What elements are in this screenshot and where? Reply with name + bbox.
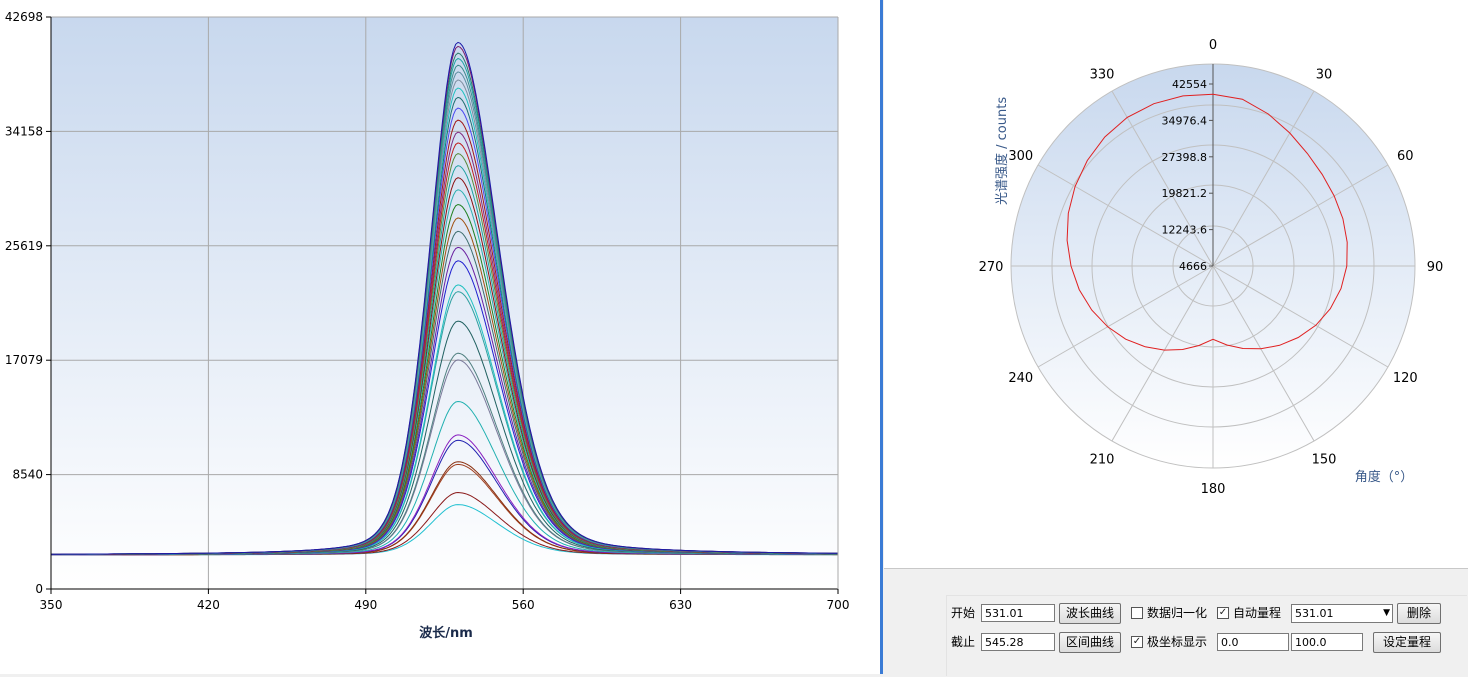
polar-checkbox[interactable]: ✓ xyxy=(1131,636,1143,648)
y-tick-label: 34158 xyxy=(5,124,43,138)
angle-axis-label: 角度（°） xyxy=(1355,469,1414,485)
x-axis-label: 波长/nm xyxy=(419,625,473,641)
start-label: 开始 xyxy=(951,606,976,620)
polar-spoke xyxy=(1212,164,1389,267)
angle-tick-label: 240 xyxy=(1008,371,1033,386)
angle-tick-label: 180 xyxy=(1201,482,1226,497)
polar-spoke xyxy=(1037,164,1214,267)
radial-tick-label: 12243.6 xyxy=(1162,224,1208,237)
x-tick-label: 700 xyxy=(827,598,850,612)
radial-tick-label: 42554 xyxy=(1172,78,1207,91)
normalize-checkbox[interactable] xyxy=(1131,607,1143,619)
angle-tick-label: 270 xyxy=(979,260,1004,275)
chevron-down-icon: ▼ xyxy=(1383,608,1390,618)
polar-spoke xyxy=(1212,265,1389,368)
polar-spoke xyxy=(1037,265,1214,368)
y-tick-label: 17079 xyxy=(5,353,43,367)
polar-spoke xyxy=(1212,265,1315,442)
panel-splitter[interactable] xyxy=(880,0,883,674)
y-tick-label: 0 xyxy=(35,582,43,596)
polar-spoke xyxy=(1212,90,1315,267)
angle-tick-label: 0 xyxy=(1209,38,1217,53)
end-input[interactable]: 545.28 xyxy=(981,633,1055,651)
x-tick-label: 490 xyxy=(354,598,377,612)
angle-tick-label: 120 xyxy=(1393,371,1418,386)
y-tick-label: 8540 xyxy=(12,468,43,482)
angle-tick-label: 210 xyxy=(1090,452,1115,467)
auto-range-checkbox[interactable]: ✓ xyxy=(1217,607,1229,619)
wavelength-select-value: 531.01 xyxy=(1295,607,1334,620)
angle-tick-label: 150 xyxy=(1312,452,1337,467)
spectrum-line-chart: 350 420 490 560 630 700 0 8540 17079 25619 34158 42… xyxy=(5,10,850,641)
x-tick-label: 420 xyxy=(197,598,220,612)
polar-chart: 0 30 60 90 120 150 180 210 240 270 300 330 42554 3497… xyxy=(979,38,1444,497)
spectrum-series-line xyxy=(51,41,838,555)
control-group: 开始 531.01 波长曲线 截止 545.28 区间曲线 数据归一化 ✓ 自动… xyxy=(946,595,1467,676)
radial-tick-label: 19821.2 xyxy=(1162,187,1208,200)
set-range-button[interactable]: 设定量程 xyxy=(1373,632,1441,653)
range-max-input[interactable]: 100.0 xyxy=(1291,633,1363,651)
y-tick-label: 42698 xyxy=(5,10,43,24)
auto-range-label: 自动量程 xyxy=(1233,606,1282,620)
radial-tick-label: 34976.4 xyxy=(1162,114,1208,127)
x-tick-label: 630 xyxy=(669,598,692,612)
angle-tick-label: 300 xyxy=(1008,149,1033,164)
angle-tick-label: 90 xyxy=(1427,260,1444,275)
end-label: 截止 xyxy=(951,635,976,649)
normalize-label: 数据归一化 xyxy=(1147,606,1208,620)
start-input[interactable]: 531.01 xyxy=(981,604,1055,622)
range-curve-button[interactable]: 区间曲线 xyxy=(1059,632,1121,653)
angle-tick-label: 330 xyxy=(1090,68,1115,83)
delete-button[interactable]: 删除 xyxy=(1397,603,1441,624)
wave-curve-button[interactable]: 波长曲线 xyxy=(1059,603,1121,624)
range-min-input[interactable]: 0.0 xyxy=(1217,633,1289,651)
wavelength-select[interactable]: 531.01 ▼ xyxy=(1291,604,1393,623)
x-tick-label: 350 xyxy=(40,598,63,612)
radial-tick-label: 4666 xyxy=(1179,260,1207,273)
polar-series-line xyxy=(1066,93,1348,351)
spectrum-chart-panel: 350 420 490 560 630 700 0 8540 17079 25619 34158 42… xyxy=(0,0,880,674)
control-panel: 开始 531.01 波长曲线 截止 545.28 区间曲线 数据归一化 ✓ 自动… xyxy=(884,568,1468,676)
angle-tick-label: 30 xyxy=(1316,68,1333,83)
polar-chart-panel: 0 30 60 90 120 150 180 210 240 270 300 330 42554 3497… xyxy=(884,0,1468,568)
radial-tick-label: 27398.8 xyxy=(1162,151,1208,164)
polar-spoke xyxy=(1111,90,1214,267)
polar-label: 极坐标显示 xyxy=(1147,635,1208,649)
y-tick-label: 25619 xyxy=(5,239,43,253)
angle-tick-label: 60 xyxy=(1397,149,1414,164)
polar-spoke xyxy=(1111,265,1214,442)
x-tick-label: 560 xyxy=(512,598,535,612)
radial-axis-label: 光谱强度 / counts xyxy=(994,97,1010,205)
